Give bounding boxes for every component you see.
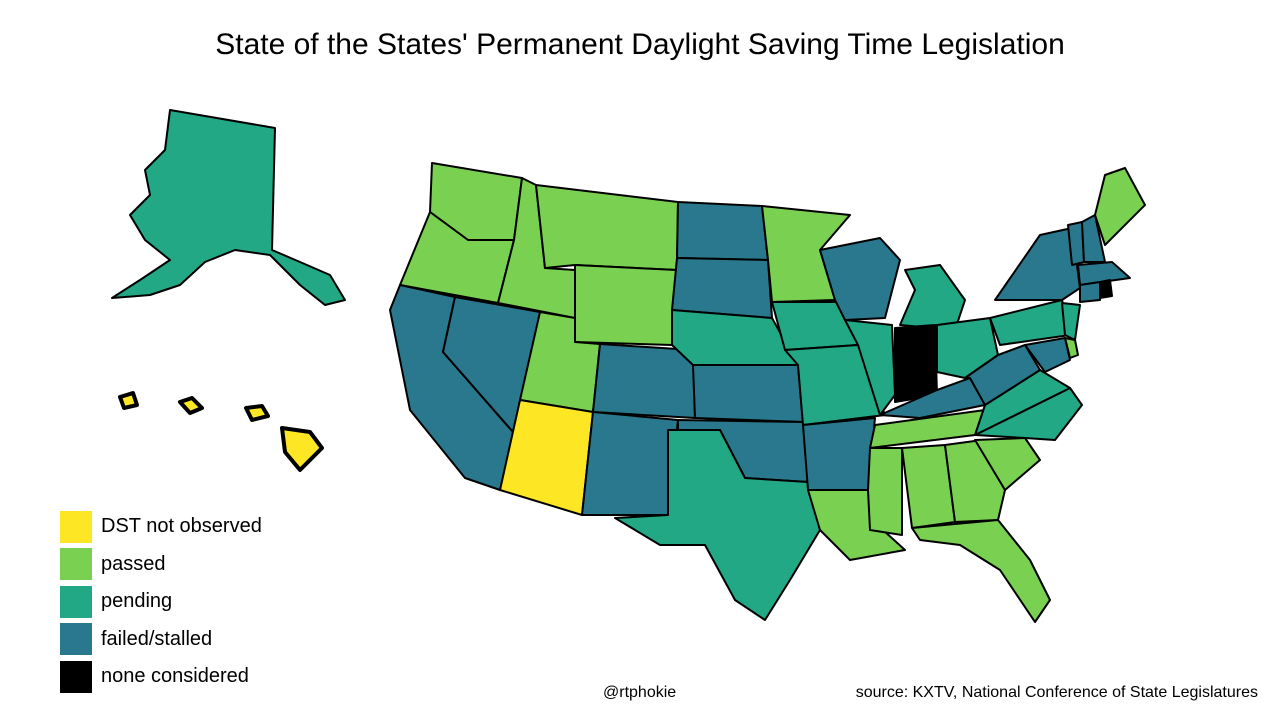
legend-swatch: [60, 660, 92, 693]
legend-item-failed-stalled: failed/stalled: [60, 621, 262, 659]
legend-item-none-considered: none considered: [60, 658, 262, 696]
source-note: source: KXTV, National Conference of Sta…: [855, 684, 1258, 701]
state-ME: [1094, 167, 1146, 246]
state-IL: [844, 319, 896, 416]
legend-item-passed: passed: [60, 546, 262, 584]
state-IN: [894, 324, 938, 403]
state-NJ: [1061, 302, 1081, 341]
state-MO: [784, 344, 886, 426]
state-HI: [118, 391, 324, 472]
legend-swatch: [60, 585, 92, 618]
legend-swatch: [60, 510, 92, 543]
state-FL: [911, 519, 1051, 623]
state-AK: [111, 109, 346, 306]
state-SD: [671, 257, 773, 319]
state-MI: [899, 264, 966, 331]
state-RI: [1099, 279, 1113, 299]
state-WV: [964, 344, 1041, 406]
state-NY: [994, 227, 1081, 301]
author-credit: @rtphokie: [603, 684, 677, 701]
state-CO: [592, 343, 696, 419]
state-WY: [574, 264, 678, 346]
state-KS: [692, 364, 804, 423]
legend-label: DST not observed: [101, 515, 262, 538]
legend-label: passed: [101, 552, 166, 575]
state-MT: [535, 184, 679, 271]
state-NM: [581, 411, 679, 516]
state-MS: [867, 447, 903, 536]
legend-swatch: [60, 623, 92, 656]
legend-item-dst-not-observed: DST not observed: [60, 508, 262, 546]
state-SC: [974, 437, 1041, 491]
legend-label: failed/stalled: [101, 627, 213, 650]
legend-swatch: [60, 548, 92, 581]
state-ND: [676, 201, 769, 261]
legend: DST not observed passed pending failed/s…: [60, 508, 262, 696]
state-AR: [802, 417, 876, 491]
legend-label: pending: [101, 590, 173, 613]
state-TX: [614, 429, 821, 621]
state-MD: [1024, 337, 1071, 373]
state-MA: [1077, 261, 1131, 286]
state-WI: [819, 237, 901, 321]
state-CT: [1079, 281, 1101, 303]
legend-label: none considered: [101, 665, 249, 688]
legend-item-pending: pending: [60, 583, 262, 621]
map-title: State of the States' Permanent Daylight …: [215, 28, 1065, 61]
